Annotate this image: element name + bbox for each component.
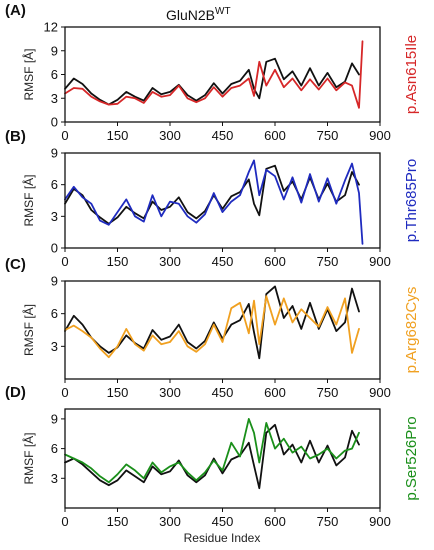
plot-frame — [64, 26, 381, 123]
x-tick-label: 450 — [212, 128, 234, 143]
variant-series-line — [64, 417, 360, 484]
x-tick-label: 150 — [107, 514, 129, 529]
plot-frame — [64, 280, 381, 380]
x-tick-label: 450 — [212, 254, 234, 269]
x-tick-label: 300 — [159, 385, 181, 400]
x-tick-label: 900 — [369, 514, 391, 529]
figure-title: GluN2BWT — [166, 6, 231, 23]
x-tick-label: 150 — [107, 128, 129, 143]
y-axis-label: RMSF [Å] — [21, 432, 36, 484]
variant-series-line — [64, 295, 360, 359]
x-tick-label: 900 — [369, 254, 391, 269]
y-axis-label: RMSF [Å] — [21, 48, 36, 100]
y-tick-label: 3 — [51, 91, 58, 106]
x-tick-label: 0 — [61, 254, 68, 269]
panel-2: 0 150 300 450 600 750 900 0 3 6 9 (B) RMSF [Å] p.Thr6… — [5, 128, 420, 269]
y-tick-label: 9 — [51, 146, 58, 161]
reference-series-line — [64, 164, 360, 225]
plot-frame — [64, 152, 381, 249]
x-axis-label: Residue Index — [184, 531, 261, 545]
y-tick-label: 6 — [51, 177, 58, 192]
x-tick-label: 450 — [212, 385, 234, 400]
x-tick-label: 600 — [264, 254, 286, 269]
x-tick-label: 300 — [159, 128, 181, 143]
y-tick-label: 9 — [51, 274, 58, 289]
x-tick-label: 0 — [61, 514, 68, 529]
x-tick-label: 150 — [107, 385, 129, 400]
y-tick-label: 3 — [51, 339, 58, 354]
x-tick-label: 600 — [264, 514, 286, 529]
x-tick-label: 300 — [159, 514, 181, 529]
x-tick-label: 750 — [317, 128, 339, 143]
y-tick-label: 6 — [51, 67, 58, 82]
variant-label: p.Thr685Pro — [403, 159, 420, 242]
x-tick-label: 600 — [264, 385, 286, 400]
y-tick-label: 6 — [51, 441, 58, 456]
y-tick-label: 9 — [51, 43, 58, 58]
x-tick-label: 750 — [317, 385, 339, 400]
x-tick-label: 150 — [107, 254, 129, 269]
variant-series-line — [64, 159, 364, 245]
y-axis-label: RMSF [Å] — [21, 304, 36, 356]
x-tick-label: 0 — [61, 385, 68, 400]
variant-series-line — [64, 40, 364, 109]
y-tick-label: 3 — [51, 209, 58, 224]
x-tick-label: 0 — [61, 128, 68, 143]
y-axis-label: RMSF [Å] — [21, 174, 36, 226]
figure-title-superscript: WT — [215, 6, 231, 17]
y-tick-label: 6 — [51, 306, 58, 321]
x-tick-label: 900 — [369, 385, 391, 400]
panel-3: 0 150 300 450 600 750 900 3 6 9 (C) RMSF [Å] p.Arg68… — [5, 256, 420, 400]
variant-label: p.Arg682Cys — [403, 287, 420, 374]
panel-letter: (C) — [5, 256, 26, 273]
x-tick-label: 750 — [317, 514, 339, 529]
panel-letter: (B) — [5, 128, 26, 145]
x-tick-label: 300 — [159, 254, 181, 269]
x-tick-label: 900 — [369, 128, 391, 143]
x-tick-label: 450 — [212, 514, 234, 529]
y-tick-label: 9 — [51, 411, 58, 426]
figure-title-main: GluN2B — [166, 7, 215, 23]
y-tick-label: 0 — [51, 241, 58, 256]
panel-4: 0 150 300 450 600 750 900 3 6 9 (D) RMSF [Å] p.Ser52… — [5, 384, 420, 529]
reference-series-line — [64, 57, 360, 106]
y-tick-label: 3 — [51, 471, 58, 486]
y-tick-label: 0 — [51, 115, 58, 130]
x-tick-label: 750 — [317, 254, 339, 269]
panel-letter: (A) — [5, 2, 26, 19]
variant-label: p.Asn615Ile — [403, 35, 420, 114]
y-tick-label: 12 — [44, 20, 58, 35]
panel-letter: (D) — [5, 384, 26, 401]
variant-label: p.Ser526Pro — [403, 416, 420, 500]
panel-1: 0 150 300 450 600 750 900 0 3 6 9 12 (A) RMSF [Å] p.As… — [5, 2, 420, 143]
x-tick-label: 600 — [264, 128, 286, 143]
